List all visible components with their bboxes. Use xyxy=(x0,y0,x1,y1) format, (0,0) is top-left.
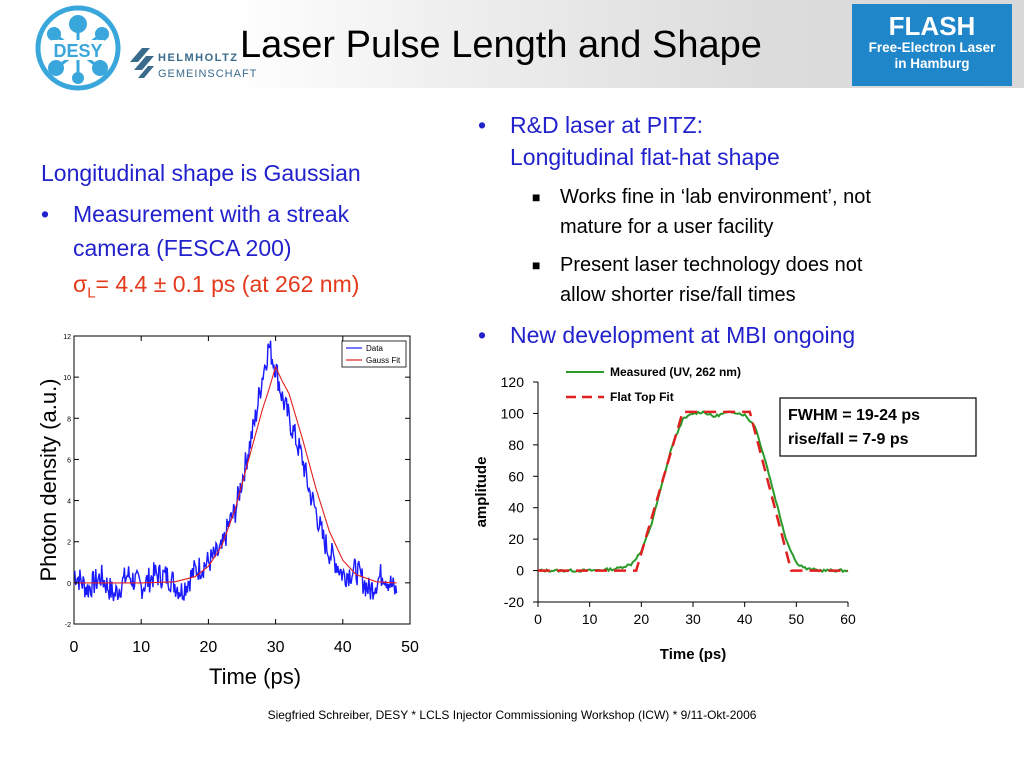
plot-frame xyxy=(73,335,411,625)
y-tick-label: 100 xyxy=(501,405,525,421)
sigma-value: = 4.4 ± 0.1 ps (at 262 nm) xyxy=(95,271,360,297)
desy-logo: DESY xyxy=(35,5,121,91)
rise-fall-annotation: rise/fall = 7-9 ps xyxy=(788,431,909,448)
sub-bullet-square: ■ xyxy=(532,189,541,205)
y-tick-label: 0 xyxy=(67,581,71,588)
series-line-measured xyxy=(537,410,849,574)
lab-environment-line2: mature for a user facility xyxy=(560,216,774,238)
x-tick-label: 10 xyxy=(132,639,150,656)
sub-bullet-square: ■ xyxy=(532,257,541,273)
gaussian-chart: 0 10 20 30 40 50 -2 0 2 4 6 8 10 12 Data Gauss Fit Ti… xyxy=(36,334,419,689)
helmholtz-name: HELMHOLTZ xyxy=(158,52,239,64)
helmholtz-icon xyxy=(130,48,154,78)
desy-logo-text: DESY xyxy=(53,41,102,61)
flat-top-chart: 0 10 20 30 40 50 60 -20 0 20 40 60 80 100 120 Measured… xyxy=(473,365,977,663)
series-line-data xyxy=(73,340,398,602)
bullet-dot: • xyxy=(41,201,50,227)
y-tick-label: 120 xyxy=(501,374,525,390)
legend-label-fit: Gauss Fit xyxy=(366,356,401,365)
x-tick-label: 40 xyxy=(334,639,352,656)
legend-label-measured: Measured (UV, 262 nm) xyxy=(610,365,741,379)
pitz-bullet-line2: Longitudinal flat-hat shape xyxy=(510,144,780,170)
fwhm-annotation: FWHM = 19-24 ps xyxy=(788,407,920,424)
mbi-bullet: New development at MBI ongoing xyxy=(510,322,856,348)
y-tick-label: 60 xyxy=(508,468,524,484)
page-title: Laser Pulse Length and Shape xyxy=(240,24,762,66)
sigma-subscript: L xyxy=(87,284,96,302)
x-axis-label: Time (ps) xyxy=(660,646,726,663)
x-tick-label: 30 xyxy=(267,639,285,656)
fwhm-annotation-box xyxy=(779,397,977,457)
bullet-dot: • xyxy=(478,112,487,138)
lab-environment-line1: Works fine in ‘lab environment’, not xyxy=(560,186,871,208)
y-tick-label: -2 xyxy=(65,622,71,629)
y-tick-label: 8 xyxy=(67,416,71,423)
legend-label-data: Data xyxy=(366,344,383,353)
pitz-bullet-line1: R&D laser at PITZ: xyxy=(510,112,703,138)
y-axis-label: amplitude xyxy=(473,457,490,528)
y-tick-label: 20 xyxy=(508,531,524,547)
y-tick-label: 0 xyxy=(516,563,524,579)
x-tick-label: 30 xyxy=(685,611,701,627)
laser-technology-line2: allow shorter rise/fall times xyxy=(560,284,796,306)
footer-citation: Siegfried Schreiber, DESY * LCLS Injecto… xyxy=(267,708,757,722)
flash-logo: FLASH Free-Electron Laser in Hamburg xyxy=(852,4,1012,86)
series-line-gauss-fit xyxy=(74,365,397,584)
y-tick-label: 2 xyxy=(67,540,71,547)
y-tick-label: 10 xyxy=(63,375,71,382)
y-tick-label: 4 xyxy=(67,499,71,506)
y-tick-label: 80 xyxy=(508,437,524,453)
x-tick-label: 40 xyxy=(737,611,753,627)
sigma-symbol: σ xyxy=(73,271,88,297)
chart-legend: Measured (UV, 262 nm) Flat Top Fit xyxy=(566,365,741,404)
y-axis-label: Photon density (a.u.) xyxy=(36,378,61,581)
chart-legend: Data Gauss Fit xyxy=(341,340,407,368)
laser-technology-line1: Present laser technology does not xyxy=(560,254,863,276)
helmholtz-subname: GEMEINSCHAFT xyxy=(158,68,258,80)
series-line-flat-top-fit xyxy=(538,410,848,572)
x-tick-label: 60 xyxy=(840,611,856,627)
bullet-text-line2: camera (FESCA 200) xyxy=(73,235,292,261)
flash-logo-location: in Hamburg xyxy=(894,56,970,71)
flash-logo-subtitle: Free-Electron Laser xyxy=(868,40,996,55)
x-tick-label: 0 xyxy=(534,611,542,627)
sigma-result: σL= 4.4 ± 0.1 ps (at 262 nm) xyxy=(73,271,359,307)
gaussian-heading: Longitudinal shape is Gaussian xyxy=(41,160,361,186)
x-tick-label: 20 xyxy=(200,639,218,656)
y-tick-label: 12 xyxy=(63,334,71,341)
x-tick-label: 20 xyxy=(634,611,650,627)
x-tick-label: 0 xyxy=(70,639,79,656)
bullet-text-line1: Measurement with a streak xyxy=(73,201,350,227)
flash-logo-name: FLASH xyxy=(888,11,976,41)
y-tick-label: -20 xyxy=(504,594,524,610)
x-axis-label: Time (ps) xyxy=(209,664,301,689)
x-tick-label: 50 xyxy=(401,639,419,656)
y-tick-label: 40 xyxy=(508,500,524,516)
bullet-dot: • xyxy=(478,322,487,348)
x-tick-label: 50 xyxy=(789,611,805,627)
legend-label-fit: Flat Top Fit xyxy=(610,390,674,404)
y-tick-label: 6 xyxy=(67,457,71,464)
x-tick-label: 10 xyxy=(582,611,598,627)
